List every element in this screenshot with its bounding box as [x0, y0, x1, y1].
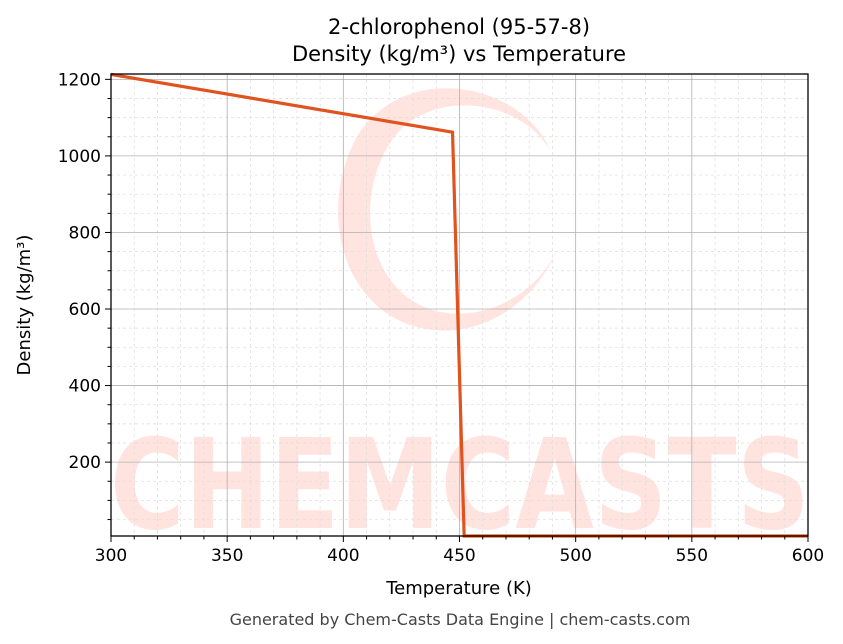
- x-tick-label: 550: [676, 546, 708, 566]
- y-tick-label: 400: [69, 377, 101, 397]
- watermark-logo: CHEMCASTS: [110, 88, 810, 558]
- x-tick-label: 400: [327, 546, 359, 566]
- x-axis-label: Temperature (K): [385, 578, 532, 599]
- x-tick-label: 600: [792, 546, 824, 566]
- y-tick-label: 1200: [58, 70, 101, 90]
- x-tick-label: 450: [443, 546, 475, 566]
- y-tick-label: 1000: [58, 147, 101, 167]
- footer-credit: Generated by Chem-Casts Data Engine | ch…: [230, 610, 691, 629]
- y-tick-label: 600: [69, 300, 101, 320]
- y-tick-label: 800: [69, 223, 101, 243]
- x-tick-label: 500: [559, 546, 591, 566]
- y-axis-label: Density (kg/m³): [14, 235, 35, 376]
- x-tick-label: 350: [211, 546, 243, 566]
- x-tick-label: 300: [95, 546, 127, 566]
- y-tick-label: 200: [69, 453, 101, 473]
- chart-title: 2-chlorophenol (95-57-8): [328, 15, 590, 39]
- chart-subtitle: Density (kg/m³) vs Temperature: [292, 42, 626, 66]
